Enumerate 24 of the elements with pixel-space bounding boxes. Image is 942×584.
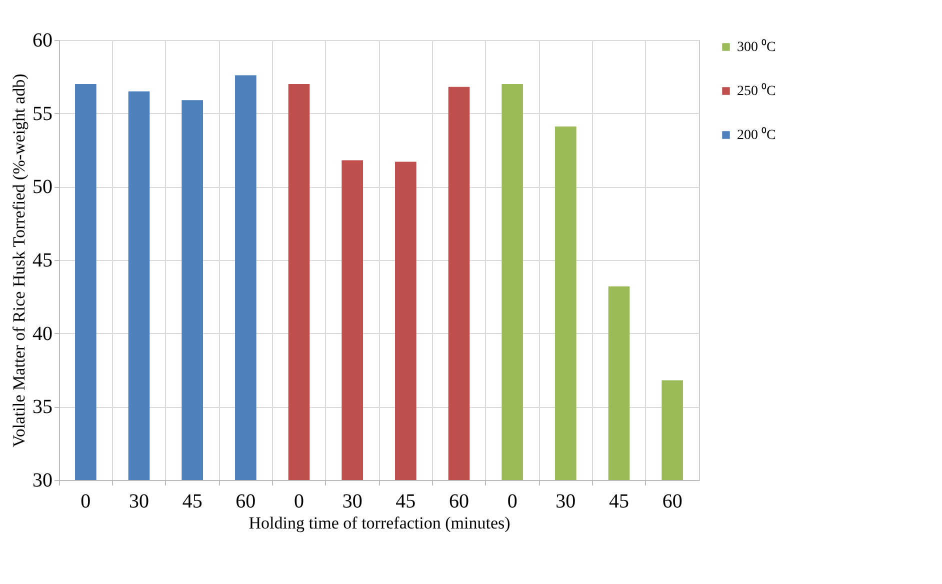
x-tick-label: 30 (129, 490, 149, 512)
x-tick-label: 45 (396, 490, 416, 512)
y-tick-label: 45 (32, 250, 52, 272)
x-tick-label: 45 (609, 490, 629, 512)
x-tick-label: 30 (342, 490, 362, 512)
x-tick-label: 0 (294, 490, 304, 512)
x-tick-label: 60 (236, 490, 256, 512)
y-axis-title: Volatile Matter of Rice Husk Torrefied (%-weight adb) (10, 74, 28, 448)
y-tick-label: 30 (32, 470, 52, 492)
x-axis-title: Holding time of torrefaction (minutes) (248, 514, 510, 532)
x-tick-label: 45 (182, 490, 202, 512)
x-tick-label: 60 (449, 490, 469, 512)
x-tick-label: 60 (662, 490, 682, 512)
legend-label: 300 ⁰C (737, 39, 776, 55)
legend-label: 200 ⁰C (737, 127, 776, 143)
y-tick-label: 40 (32, 322, 52, 345)
legend-label: 250 ⁰C (737, 83, 776, 99)
y-tick-label: 35 (32, 396, 52, 418)
x-tick-label: 0 (80, 490, 91, 512)
y-tick-label: 55 (32, 102, 52, 125)
y-tick-label: 60 (32, 30, 52, 52)
y-tick-label: 50 (32, 176, 52, 198)
x-tick-label: 0 (507, 490, 518, 512)
x-tick-label: 30 (556, 490, 576, 512)
